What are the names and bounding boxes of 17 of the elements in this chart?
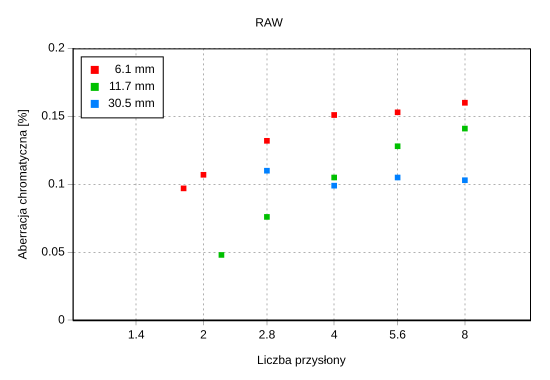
x-tick-label: 1.4	[128, 328, 145, 342]
y-tick-label: 0.1	[48, 176, 66, 191]
y-axis-title: Aberracja chromatyczna [%]	[16, 109, 30, 260]
x-axis-title: Liczba przysłony	[257, 353, 346, 368]
y-tick-label: 0.05	[41, 244, 66, 259]
x-tick-label: 2	[200, 328, 208, 342]
legend-label: 11.7 mm	[108, 79, 155, 94]
legend-label: 30.5 mm	[108, 96, 155, 110]
x-tick-label: 8	[462, 328, 469, 342]
x-tick-label: 4	[330, 328, 338, 342]
y-tick-label: 0	[58, 312, 66, 327]
chart-title: RAW	[255, 16, 284, 30]
x-tick-label: 2.8	[258, 328, 276, 342]
x-tick-label: 5.6	[389, 328, 406, 342]
y-tick-label: 0.2	[48, 40, 66, 55]
y-tick-label: 0.15	[41, 108, 66, 123]
legend-label: 6.1 mm	[114, 62, 155, 76]
